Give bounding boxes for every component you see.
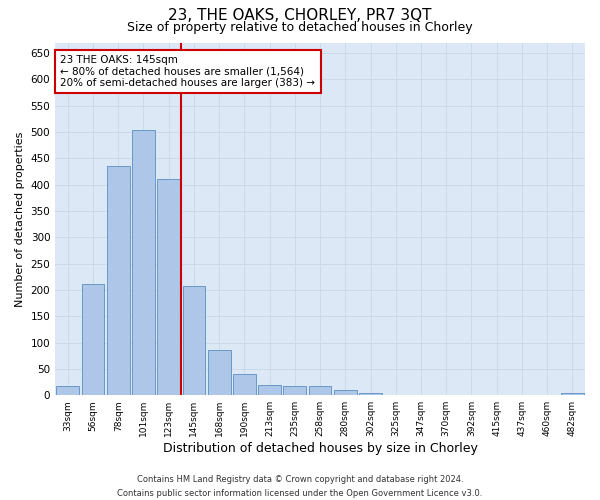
X-axis label: Distribution of detached houses by size in Chorley: Distribution of detached houses by size …	[163, 442, 478, 455]
Bar	[283, 386, 306, 395]
Bar	[82, 284, 104, 395]
Bar	[233, 374, 256, 395]
Bar	[132, 130, 155, 395]
Bar	[258, 384, 281, 395]
Bar	[208, 350, 230, 395]
Bar	[385, 394, 407, 395]
Bar	[309, 386, 331, 395]
Text: Size of property relative to detached houses in Chorley: Size of property relative to detached ho…	[127, 21, 473, 34]
Bar	[334, 390, 356, 395]
Bar	[410, 394, 433, 395]
Bar	[182, 286, 205, 395]
Bar	[107, 166, 130, 395]
Bar	[157, 180, 180, 395]
Bar	[359, 393, 382, 395]
Text: 23 THE OAKS: 145sqm
← 80% of detached houses are smaller (1,564)
20% of semi-det: 23 THE OAKS: 145sqm ← 80% of detached ho…	[61, 55, 316, 88]
Y-axis label: Number of detached properties: Number of detached properties	[15, 131, 25, 306]
Bar	[561, 392, 584, 395]
Bar	[56, 386, 79, 395]
Text: 23, THE OAKS, CHORLEY, PR7 3QT: 23, THE OAKS, CHORLEY, PR7 3QT	[168, 8, 432, 22]
Text: Contains HM Land Registry data © Crown copyright and database right 2024.
Contai: Contains HM Land Registry data © Crown c…	[118, 476, 482, 498]
